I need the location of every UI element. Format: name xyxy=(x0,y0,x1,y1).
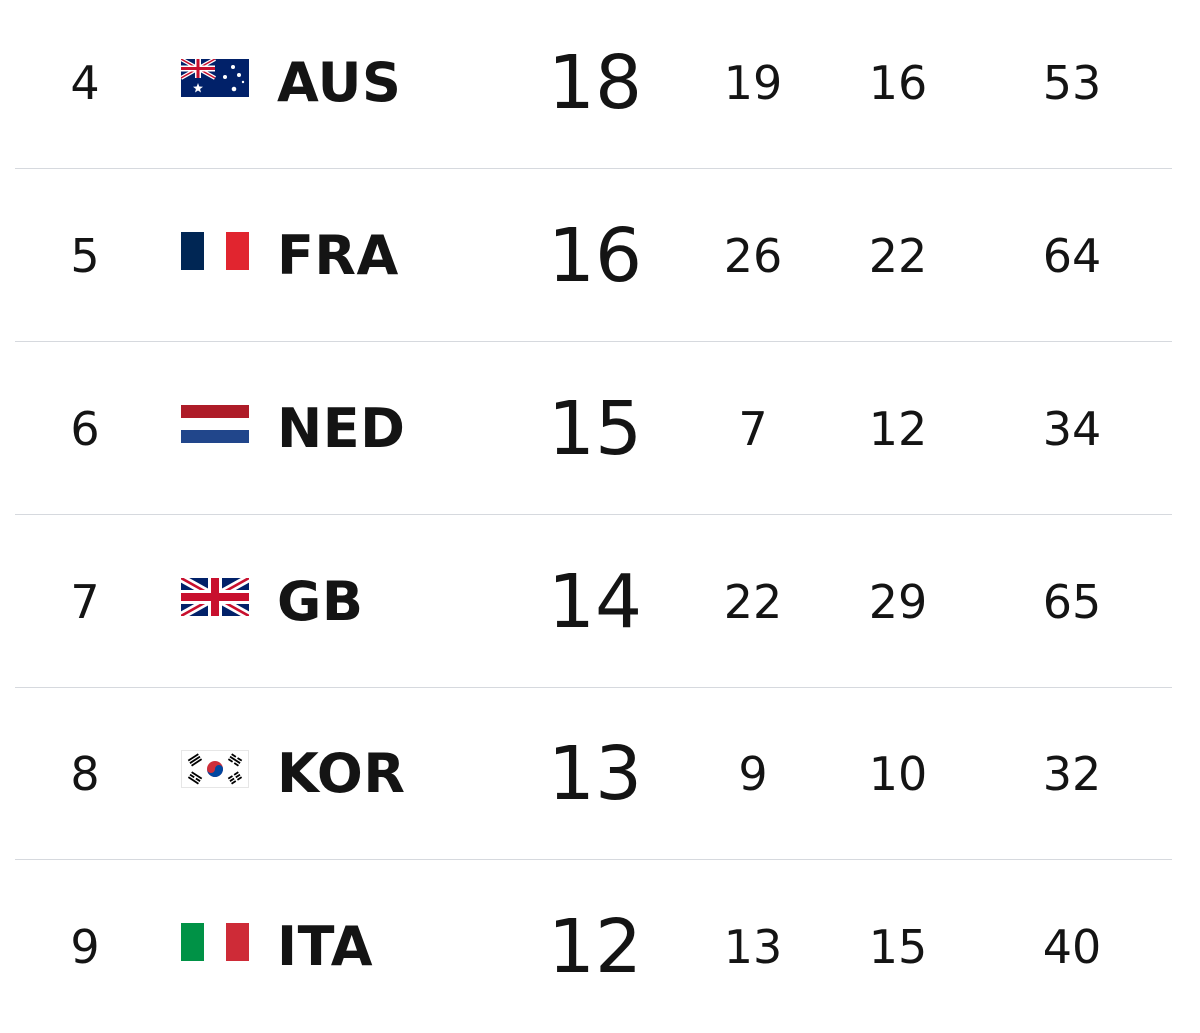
netherlands-flag-icon xyxy=(181,405,249,443)
country-code: GB xyxy=(277,569,364,633)
silver-count: 19 xyxy=(723,55,783,110)
gold-count: 18 xyxy=(547,39,643,126)
country-code: KOR xyxy=(277,741,406,805)
rank-cell: 5 xyxy=(70,228,100,283)
row-divider xyxy=(15,341,1172,342)
bronze-count: 22 xyxy=(868,228,928,283)
bronze-count: 29 xyxy=(868,574,928,629)
australia-flag-icon xyxy=(181,59,249,97)
row-divider xyxy=(15,514,1172,515)
rank-cell: 8 xyxy=(70,746,100,801)
italy-flag-icon xyxy=(181,923,249,961)
table-row[interactable]: 6 NED 15 7 12 34 xyxy=(0,342,1200,515)
row-divider xyxy=(15,859,1172,860)
row-divider xyxy=(15,168,1172,169)
country-code: FRA xyxy=(277,223,399,287)
table-row[interactable]: 7 GB 14 22 29 65 xyxy=(0,515,1200,688)
total-count: 34 xyxy=(1042,401,1102,456)
gold-count: 12 xyxy=(547,903,643,990)
rank-cell: 4 xyxy=(70,55,100,110)
table-row[interactable]: 9 ITA 12 13 15 40 xyxy=(0,860,1200,1033)
rank-cell: 7 xyxy=(70,574,100,629)
silver-count: 22 xyxy=(723,574,783,629)
total-count: 40 xyxy=(1042,919,1102,974)
rank-cell: 9 xyxy=(70,919,100,974)
bronze-count: 15 xyxy=(868,919,928,974)
country-code: NED xyxy=(277,396,406,460)
great-britain-flag-icon xyxy=(181,578,249,616)
bronze-count: 12 xyxy=(868,401,928,456)
france-flag-icon xyxy=(181,232,249,270)
rank-cell: 6 xyxy=(70,401,100,456)
country-code: ITA xyxy=(277,914,374,978)
total-count: 65 xyxy=(1042,574,1102,629)
south-korea-flag-icon xyxy=(181,750,249,788)
total-count: 64 xyxy=(1042,228,1102,283)
silver-count: 13 xyxy=(723,919,783,974)
gold-count: 14 xyxy=(547,558,643,645)
silver-count: 26 xyxy=(723,228,783,283)
table-row[interactable]: 5 FRA 16 26 22 64 xyxy=(0,169,1200,342)
silver-count: 7 xyxy=(738,401,768,456)
total-count: 53 xyxy=(1042,55,1102,110)
country-code: AUS xyxy=(277,50,402,114)
total-count: 32 xyxy=(1042,746,1102,801)
gold-count: 15 xyxy=(547,385,643,472)
row-divider xyxy=(15,687,1172,688)
table-row[interactable]: 8 xyxy=(0,687,1200,860)
bronze-count: 10 xyxy=(868,746,928,801)
silver-count: 9 xyxy=(738,746,768,801)
bronze-count: 16 xyxy=(868,55,928,110)
table-row[interactable]: 4 AUS 18 xyxy=(0,0,1200,169)
gold-count: 13 xyxy=(547,730,643,817)
gold-count: 16 xyxy=(547,212,643,299)
